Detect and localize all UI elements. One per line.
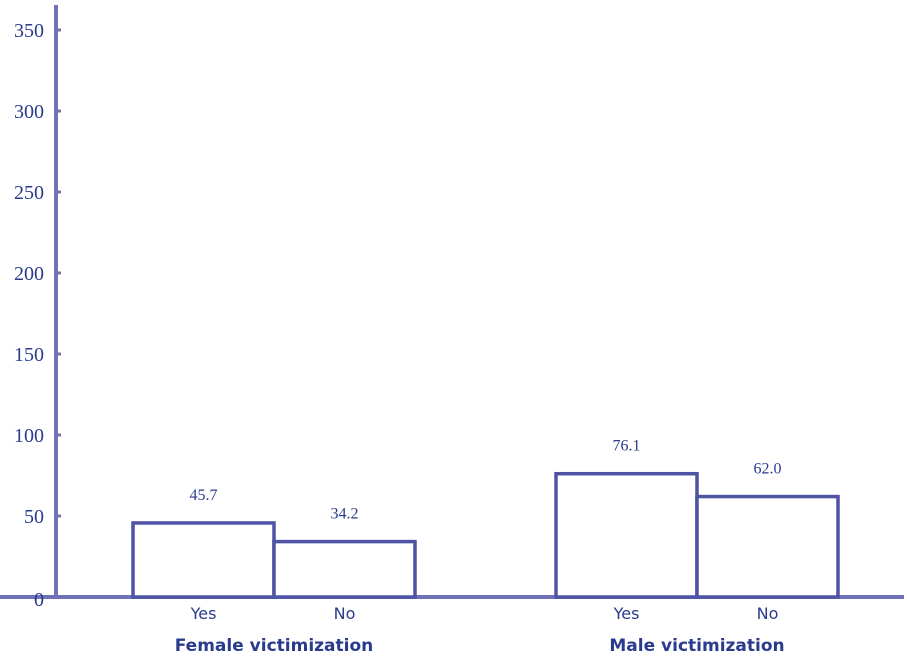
y-tick-label: 150 [14,344,44,366]
bar [554,471,699,599]
y-axis-ticks: 0 50 100 150 200 250 300 350 [14,20,61,611]
y-tick-label: 0 [34,589,44,611]
y-tick-label: 300 [14,101,44,123]
x-category-label: Yes [613,604,640,623]
x-category-label: Yes [190,604,217,623]
x-group-label: Male victimization [609,636,784,656]
bar-value-label: 34.2 [331,506,359,523]
y-tick-label: 350 [14,20,44,42]
bar-value-label: 45.7 [190,487,218,504]
bar-value-label: 76.1 [613,438,641,455]
x-group-label: Female victimization [175,636,374,656]
y-tick-label: 100 [14,425,44,447]
x-category-label: No [334,604,356,623]
bar-series [131,471,840,599]
x-category-label: No [757,604,779,623]
bar [131,521,276,599]
bar [695,494,840,599]
bar-value-label: 62.0 [754,461,782,478]
y-tick-label: 50 [24,506,44,528]
bar [272,539,417,599]
y-tick-label: 200 [14,263,44,285]
chart-labels: 45.7 Yes 34.2 No Female victimization 76.1 Yes… [175,438,785,656]
y-tick-label: 250 [14,182,44,204]
